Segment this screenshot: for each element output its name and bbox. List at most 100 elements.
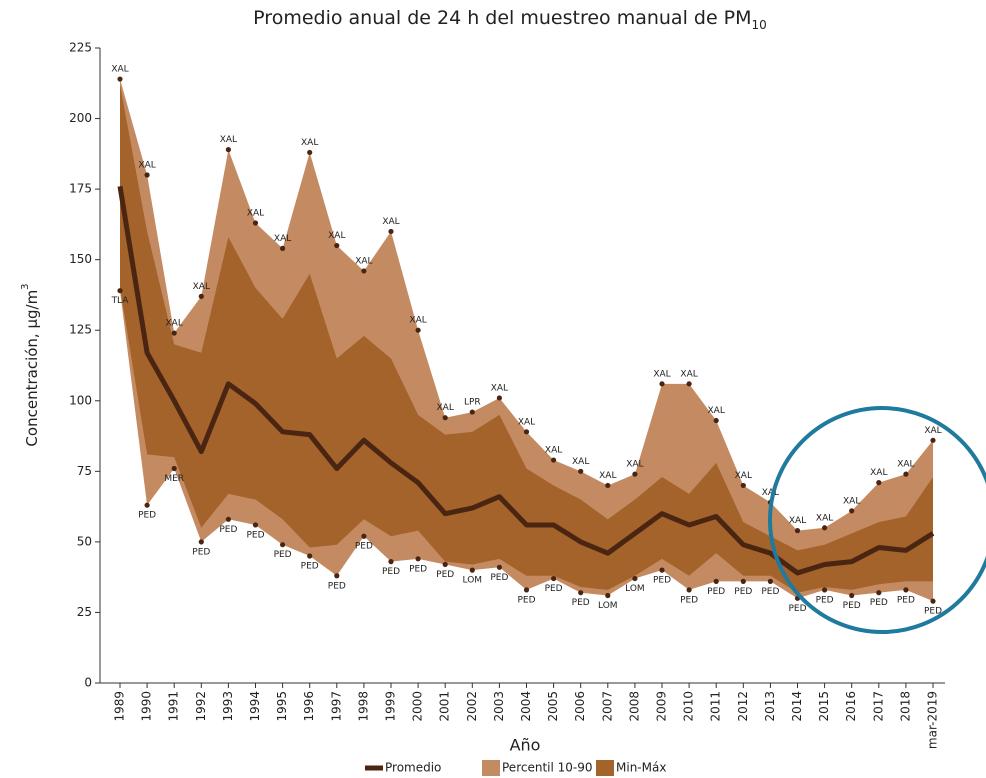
station-label: PED [843, 601, 861, 611]
max-dot [686, 381, 692, 387]
station-label: PED [545, 584, 563, 594]
y-label-text: Concentración, µg/m [23, 290, 41, 447]
max-dot [144, 172, 150, 178]
max-dot [198, 293, 204, 299]
min-dot [876, 590, 882, 596]
station-label: XAL [437, 403, 454, 413]
station-label: XAL [274, 234, 291, 244]
title-subscript: 10 [752, 18, 767, 32]
x-tick-label: 2006 [573, 691, 587, 722]
station-label: LOM [625, 584, 645, 594]
station-label: PED [680, 595, 698, 605]
station-label: PED [138, 511, 156, 521]
min-dot [334, 573, 340, 579]
max-dot [740, 482, 746, 489]
y-tick-label: 150 [69, 252, 92, 266]
y-tick-label: 0 [84, 676, 92, 690]
min-dot [659, 567, 665, 573]
station-label: PED [761, 587, 779, 597]
x-tick-label: 1991 [167, 691, 181, 722]
x-tick-label: 1990 [140, 691, 154, 722]
max-dot [307, 149, 313, 156]
station-label: XAL [382, 217, 399, 227]
band-area [120, 84, 933, 593]
max-dot [469, 409, 475, 415]
station-label: XAL [762, 488, 779, 498]
station-label: XAL [518, 417, 535, 427]
station-label: PED [870, 598, 888, 608]
min-dot [469, 567, 475, 573]
y-tick-label: 100 [69, 393, 92, 407]
min-dot [198, 539, 204, 545]
x-tick-label: 2010 [682, 691, 696, 722]
min-dot [144, 502, 150, 508]
x-tick-label: 1992 [194, 691, 208, 722]
station-label: XAL [545, 446, 562, 456]
y-axis-title: Concentración, µg/m3 [20, 283, 41, 446]
x-tick-label: 1989 [113, 691, 127, 722]
min-dot [632, 575, 638, 582]
y-tick-label: 75 [77, 464, 92, 478]
min-dot [307, 553, 313, 559]
station-label: PED [707, 587, 725, 597]
y-tick-label: 50 [77, 534, 92, 548]
max-dot [794, 528, 801, 534]
station-label: LOM [598, 601, 618, 611]
station-label: XAL [166, 319, 183, 329]
station-label: XAL [708, 406, 725, 416]
station-label: PED [246, 530, 264, 540]
y-tick-label: 225 [69, 41, 92, 55]
station-label: PED [924, 607, 942, 617]
max-dot [252, 220, 259, 226]
station-label: XAL [735, 471, 752, 481]
line [117, 185, 935, 576]
max-dot [523, 429, 530, 435]
x-tick-label: 2012 [736, 691, 750, 722]
station-label: LOM [463, 576, 483, 586]
max-dot [876, 480, 882, 486]
station-label: PED [274, 550, 292, 560]
station-label: XAL [138, 161, 155, 171]
max-dot [334, 242, 340, 249]
x-tick-label: 2008 [627, 691, 641, 722]
max-dot [171, 330, 177, 336]
y-tick-label: 175 [69, 182, 92, 196]
legend-label: Percentil 10-90 [502, 761, 593, 775]
x-tick-label: 1999 [384, 691, 398, 722]
max-dot [361, 268, 367, 274]
x-tick-label: 2001 [438, 691, 452, 722]
min-dot [849, 592, 855, 599]
x-tick-label: 2015 [817, 691, 831, 722]
x-tick-label: 2011 [709, 691, 723, 722]
min-dot [822, 587, 828, 593]
station-label: XAL [626, 460, 643, 470]
min-dot [903, 587, 909, 593]
station-label: PED [409, 564, 427, 574]
station-label: PED [572, 598, 590, 608]
max-dot [551, 457, 557, 463]
y-tick-label: 125 [69, 323, 92, 337]
min-dot [252, 522, 259, 528]
min-dot [686, 587, 692, 593]
station-label: XAL [572, 457, 589, 467]
min-dot [171, 465, 177, 472]
plot-area: XAL XAL XAL XAL XAL XAL XAL XAL XAL XAL XAL XAL XAL L… [69, 41, 945, 776]
y-label-superscript: 3 [20, 283, 31, 289]
x-axis-title: Año [510, 736, 541, 755]
x-tick-label: 2000 [411, 691, 425, 722]
station-label: XAL [220, 135, 237, 145]
max-dot [578, 468, 584, 474]
station-label: XAL [843, 496, 860, 506]
legend-label: Min-Máx [616, 761, 666, 775]
max-dot [388, 228, 394, 235]
x-tick-label: mar-2019 [926, 691, 940, 749]
station-label: XAL [111, 65, 128, 75]
min-dot [767, 578, 774, 585]
y-tick-label: 25 [77, 605, 92, 619]
x-tick-label: 1996 [302, 691, 316, 722]
x-tick-label: 2017 [871, 691, 885, 722]
x-tick-label: 2014 [790, 691, 804, 722]
min-dot [930, 598, 936, 604]
max-dot [496, 395, 502, 401]
station-label: PED [734, 587, 752, 597]
